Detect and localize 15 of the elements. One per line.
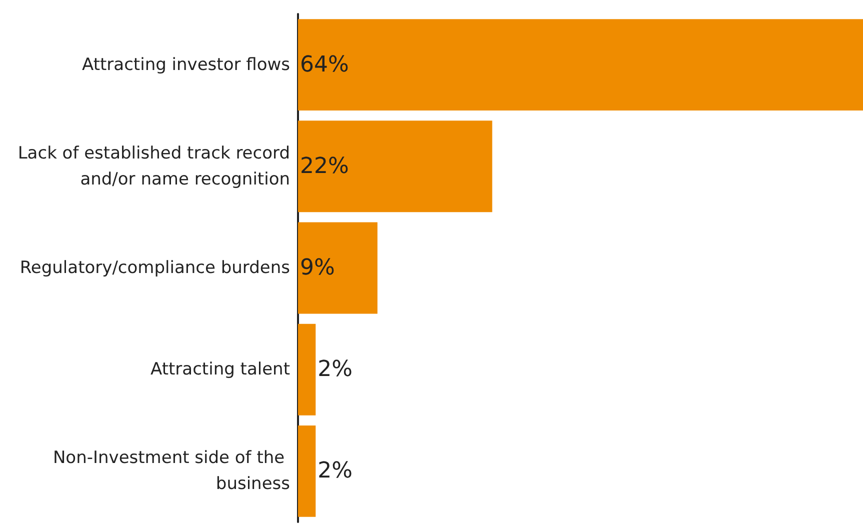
bar [298,222,378,314]
y-tick-label: Non-Investment side of the business [52,448,290,494]
bar [298,324,316,416]
y-tick-label: Attracting investor flows [82,54,290,75]
bar [298,19,863,111]
bar [298,120,492,212]
data-label: 2% [318,357,353,382]
data-label: 22% [300,154,349,179]
y-tick-label: Attracting talent [150,360,290,380]
data-label: 64% [300,52,349,78]
y-tick-label: Regulatory/compliance burdens [20,258,290,278]
data-label: 9% [300,256,335,280]
data-label: 2% [318,458,353,484]
y-tick-label: Lack of established track record and/or name recognition [18,143,290,190]
bar [298,425,316,517]
